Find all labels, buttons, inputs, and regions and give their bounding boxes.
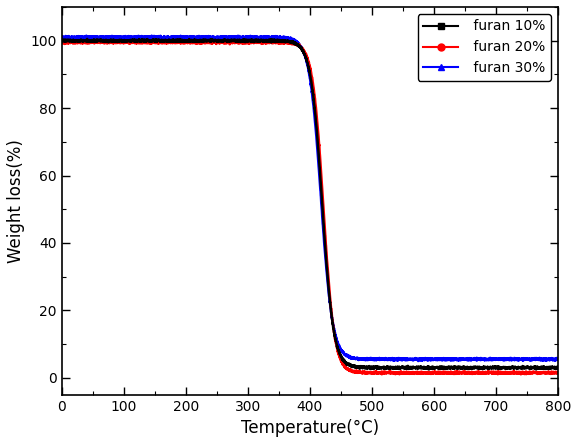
Y-axis label: Weight loss(%): Weight loss(%): [7, 139, 25, 263]
Line:  furan 20%: furan 20%: [62, 41, 558, 374]
 furan 30%: [148, 33, 155, 38]
 furan 30%: [294, 40, 301, 45]
 furan 30%: [514, 356, 521, 361]
 furan 30%: [267, 35, 274, 40]
 furan 30%: [58, 34, 65, 40]
 furan 10%: [554, 364, 561, 369]
 furan 20%: [517, 372, 524, 377]
 furan 10%: [294, 42, 301, 48]
 furan 20%: [419, 369, 426, 375]
 furan 10%: [425, 367, 432, 372]
 furan 10%: [58, 38, 65, 44]
X-axis label: Temperature(°C): Temperature(°C): [241, 419, 379, 437]
Line:  furan 30%: furan 30%: [62, 36, 558, 361]
 furan 10%: [84, 36, 91, 42]
 furan 20%: [294, 43, 301, 48]
 furan 10%: [267, 38, 274, 43]
 furan 20%: [267, 39, 274, 44]
Legend:  furan 10%,  furan 20%,  furan 30%: furan 10%, furan 20%, furan 30%: [417, 14, 551, 81]
 furan 30%: [271, 35, 277, 40]
 furan 20%: [271, 39, 277, 44]
 furan 20%: [153, 38, 160, 44]
 furan 20%: [539, 370, 546, 376]
Line:  furan 10%: furan 10%: [62, 39, 558, 369]
 furan 10%: [419, 365, 426, 370]
 furan 30%: [419, 357, 426, 363]
 furan 30%: [414, 358, 421, 364]
 furan 10%: [271, 38, 277, 44]
 furan 10%: [539, 365, 546, 370]
 furan 10%: [514, 365, 521, 370]
 furan 20%: [554, 370, 561, 375]
 furan 20%: [514, 370, 521, 376]
 furan 30%: [539, 358, 546, 363]
 furan 30%: [554, 357, 561, 362]
 furan 20%: [58, 39, 65, 44]
